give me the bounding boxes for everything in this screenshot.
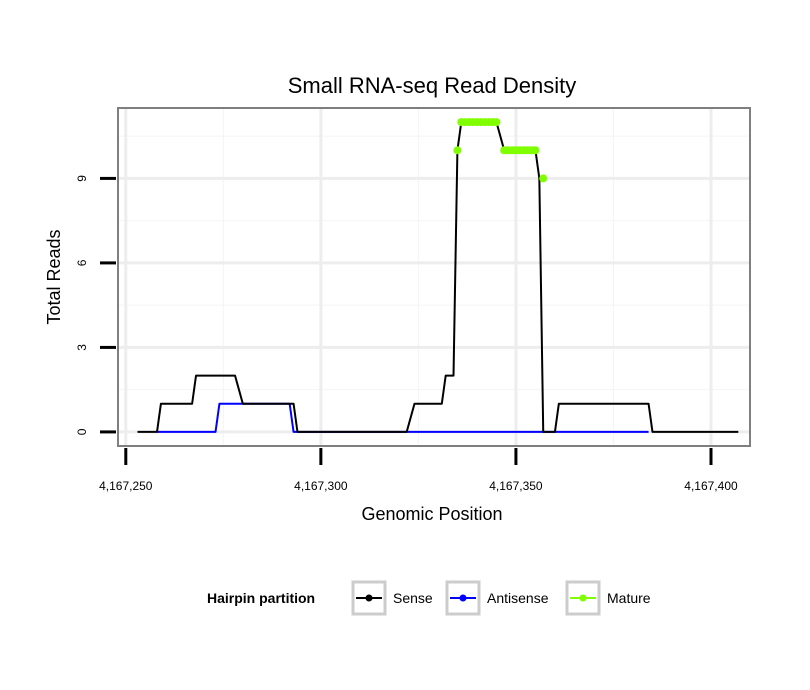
mature-point-10 [492, 118, 501, 127]
mature-points [453, 118, 548, 183]
y-tick-label-1: 3 [75, 344, 89, 351]
plot-panel-border [117, 107, 751, 447]
y-tick-label-0: 0 [75, 428, 89, 435]
legend-title: Hairpin partition [207, 590, 315, 606]
legend-key-dot-sense [365, 594, 373, 602]
legend-entry-sense: Sense [351, 580, 433, 616]
legend-key-dot-antisense [459, 594, 467, 602]
chart-title: Small RNA-seq Read Density [288, 73, 577, 98]
mature-point-20 [539, 174, 548, 183]
series-line-sense [137, 121, 739, 433]
legend-label-mature: Mature [607, 590, 651, 606]
legend-label-sense: Sense [393, 590, 433, 606]
legend: Hairpin partition Sense Antisense Mature [207, 580, 651, 616]
mature-point-0 [453, 146, 462, 155]
x-tick-label-1: 4,167,300 [294, 479, 348, 493]
x-tick-label-2: 4,167,350 [489, 479, 543, 493]
x-tick-label-0: 4,167,250 [99, 479, 153, 493]
mature-point-19 [531, 146, 540, 155]
y-tick-label-2: 6 [75, 259, 89, 266]
grid-lines [118, 108, 750, 446]
x-axis: 4,167,250 4,167,300 4,167,350 4,167,400 [99, 448, 738, 493]
legend-entry-antisense: Antisense [445, 580, 549, 616]
x-tick-label-3: 4,167,400 [684, 479, 738, 493]
y-axis: 0 3 6 9 [75, 175, 116, 435]
legend-entry-mature: Mature [565, 580, 651, 616]
series-line-antisense [157, 402, 649, 433]
series-layer [137, 121, 739, 433]
legend-label-antisense: Antisense [487, 590, 549, 606]
legend-key-dot-mature [579, 594, 587, 602]
y-axis-title: Total Reads [44, 229, 64, 324]
y-tick-label-3: 9 [75, 175, 89, 182]
x-axis-title: Genomic Position [361, 504, 502, 524]
